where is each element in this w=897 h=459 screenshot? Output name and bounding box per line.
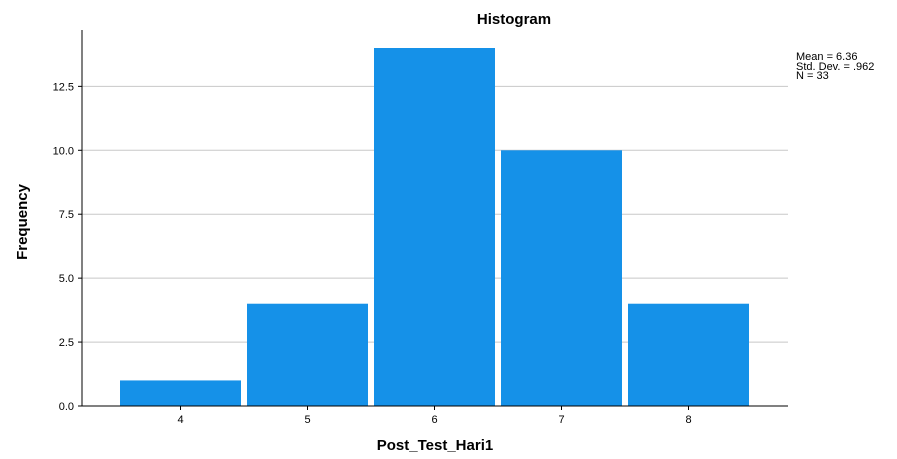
histogram-bar [374,48,495,406]
stats-n: N = 33 [796,70,829,82]
y-axis-label: Frequency [14,183,31,260]
chart-title: Histogram [477,11,551,28]
x-tick-label: 6 [431,414,437,426]
histogram-bar [247,303,368,406]
stats-box: Mean = 6.36 Std. Dev. = .962 N = 33 [796,51,875,82]
x-axis-label: Post_Test_Hari1 [377,437,493,454]
y-tick-label: 12.5 [53,81,74,93]
y-tick-label: 10.0 [53,145,74,157]
stats-std: Std. Dev. = .962 [796,60,875,73]
x-tick-label: 5 [304,414,310,426]
ticks-layer: 0.0 2.5 5.0 7.5 10.0 12.5 4 5 6 7 8 [53,81,692,426]
histogram-bar [501,150,622,406]
x-tick-label: 7 [558,414,564,426]
stats-mean: Mean = 6.36 [796,51,858,63]
y-tick-label: 0.0 [59,401,74,413]
histogram-bar [628,303,749,406]
x-tick-label: 4 [177,414,183,426]
y-tick-label: 7.5 [59,209,74,221]
histogram-bar [120,380,241,406]
y-tick-label: 5.0 [59,273,74,285]
bars-layer [120,48,749,406]
y-tick-label: 2.5 [59,337,74,349]
x-tick-label: 8 [685,414,691,426]
